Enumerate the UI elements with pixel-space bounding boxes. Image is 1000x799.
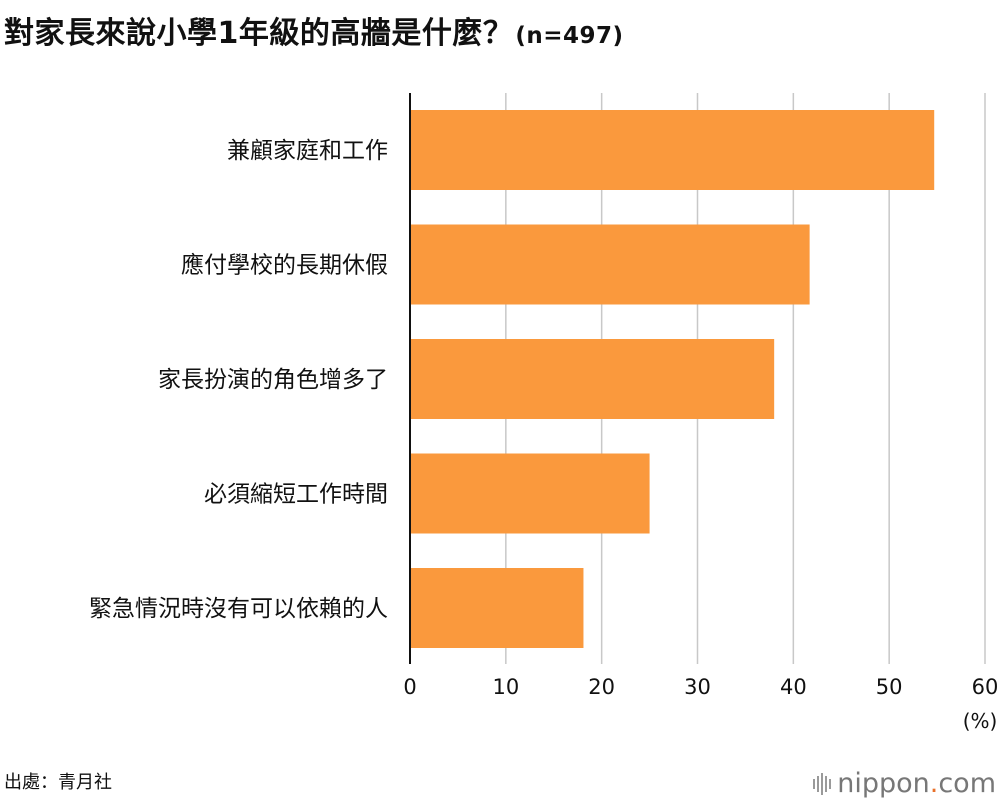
category-label: 家長扮演的角色增多了 <box>158 367 388 393</box>
category-label: 緊急情況時沒有可以依賴的人 <box>89 596 388 622</box>
sample-size: (n=497) <box>515 23 624 49</box>
x-tick-label: 60 <box>972 675 999 699</box>
source-note: 出處：青月社 <box>4 772 112 793</box>
category-label: 必須縮短工作時間 <box>204 482 388 508</box>
x-tick-label: 30 <box>684 675 711 699</box>
x-tick-label: 40 <box>780 675 807 699</box>
logo-dot: . <box>929 768 939 799</box>
x-tick-label: 10 <box>492 675 519 699</box>
bar <box>410 339 775 419</box>
x-tick-label: 20 <box>588 675 615 699</box>
logo-bars-icon <box>813 772 832 795</box>
bar-chart: 兼顧家庭和工作應付學校的長期休假家長扮演的角色增多了必須縮短工作時間緊急情況時沒… <box>89 93 999 733</box>
bar <box>410 110 935 190</box>
category-label: 應付學校的長期休假 <box>181 253 388 279</box>
bar <box>410 568 584 648</box>
x-tick-label: 50 <box>876 675 903 699</box>
bar <box>410 453 650 534</box>
x-unit-label: (%) <box>963 709 998 733</box>
nippon-logo: nippon.com <box>813 768 996 799</box>
chart-title-text: 對家長來說小學1年級的高牆是什麼？ <box>4 16 514 51</box>
logo-name: nippon <box>837 768 930 799</box>
category-label: 兼顧家庭和工作 <box>227 138 388 164</box>
chart-title: 對家長來說小學1年級的高牆是什麼？(n=497) <box>4 8 624 52</box>
bar <box>410 224 810 305</box>
logo-suffix: com <box>938 768 996 799</box>
x-tick-label: 0 <box>403 675 416 699</box>
